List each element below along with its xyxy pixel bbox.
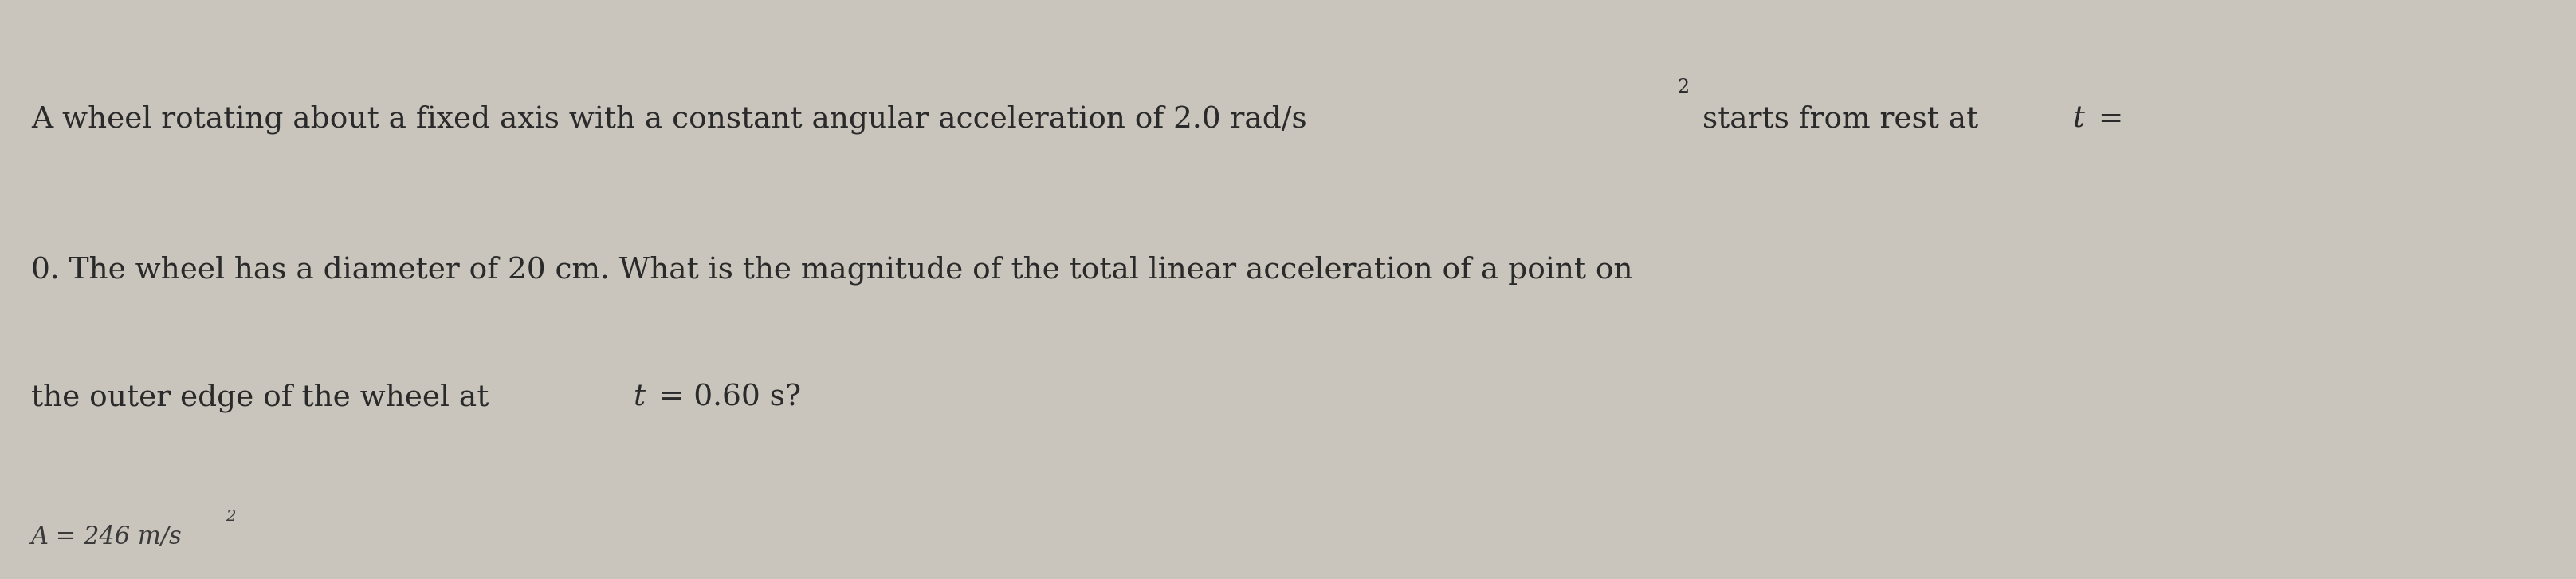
- Text: 2: 2: [1677, 78, 1690, 97]
- Text: 0. The wheel has a diameter of 20 cm. What is the magnitude of the total linear : 0. The wheel has a diameter of 20 cm. Wh…: [31, 255, 1633, 285]
- Text: =: =: [2089, 105, 2123, 134]
- Text: = 0.60 s?: = 0.60 s?: [649, 383, 801, 412]
- Text: A = 246 m/s: A = 246 m/s: [31, 525, 183, 550]
- Text: A wheel rotating about a fixed axis with a constant angular acceleration of 2.0 : A wheel rotating about a fixed axis with…: [31, 105, 1306, 134]
- Text: the outer edge of the wheel at: the outer edge of the wheel at: [31, 383, 497, 412]
- Text: 2: 2: [227, 510, 237, 525]
- Text: starts from rest at: starts from rest at: [1692, 105, 1989, 134]
- Text: t: t: [634, 383, 647, 412]
- Text: t: t: [2074, 105, 2087, 134]
